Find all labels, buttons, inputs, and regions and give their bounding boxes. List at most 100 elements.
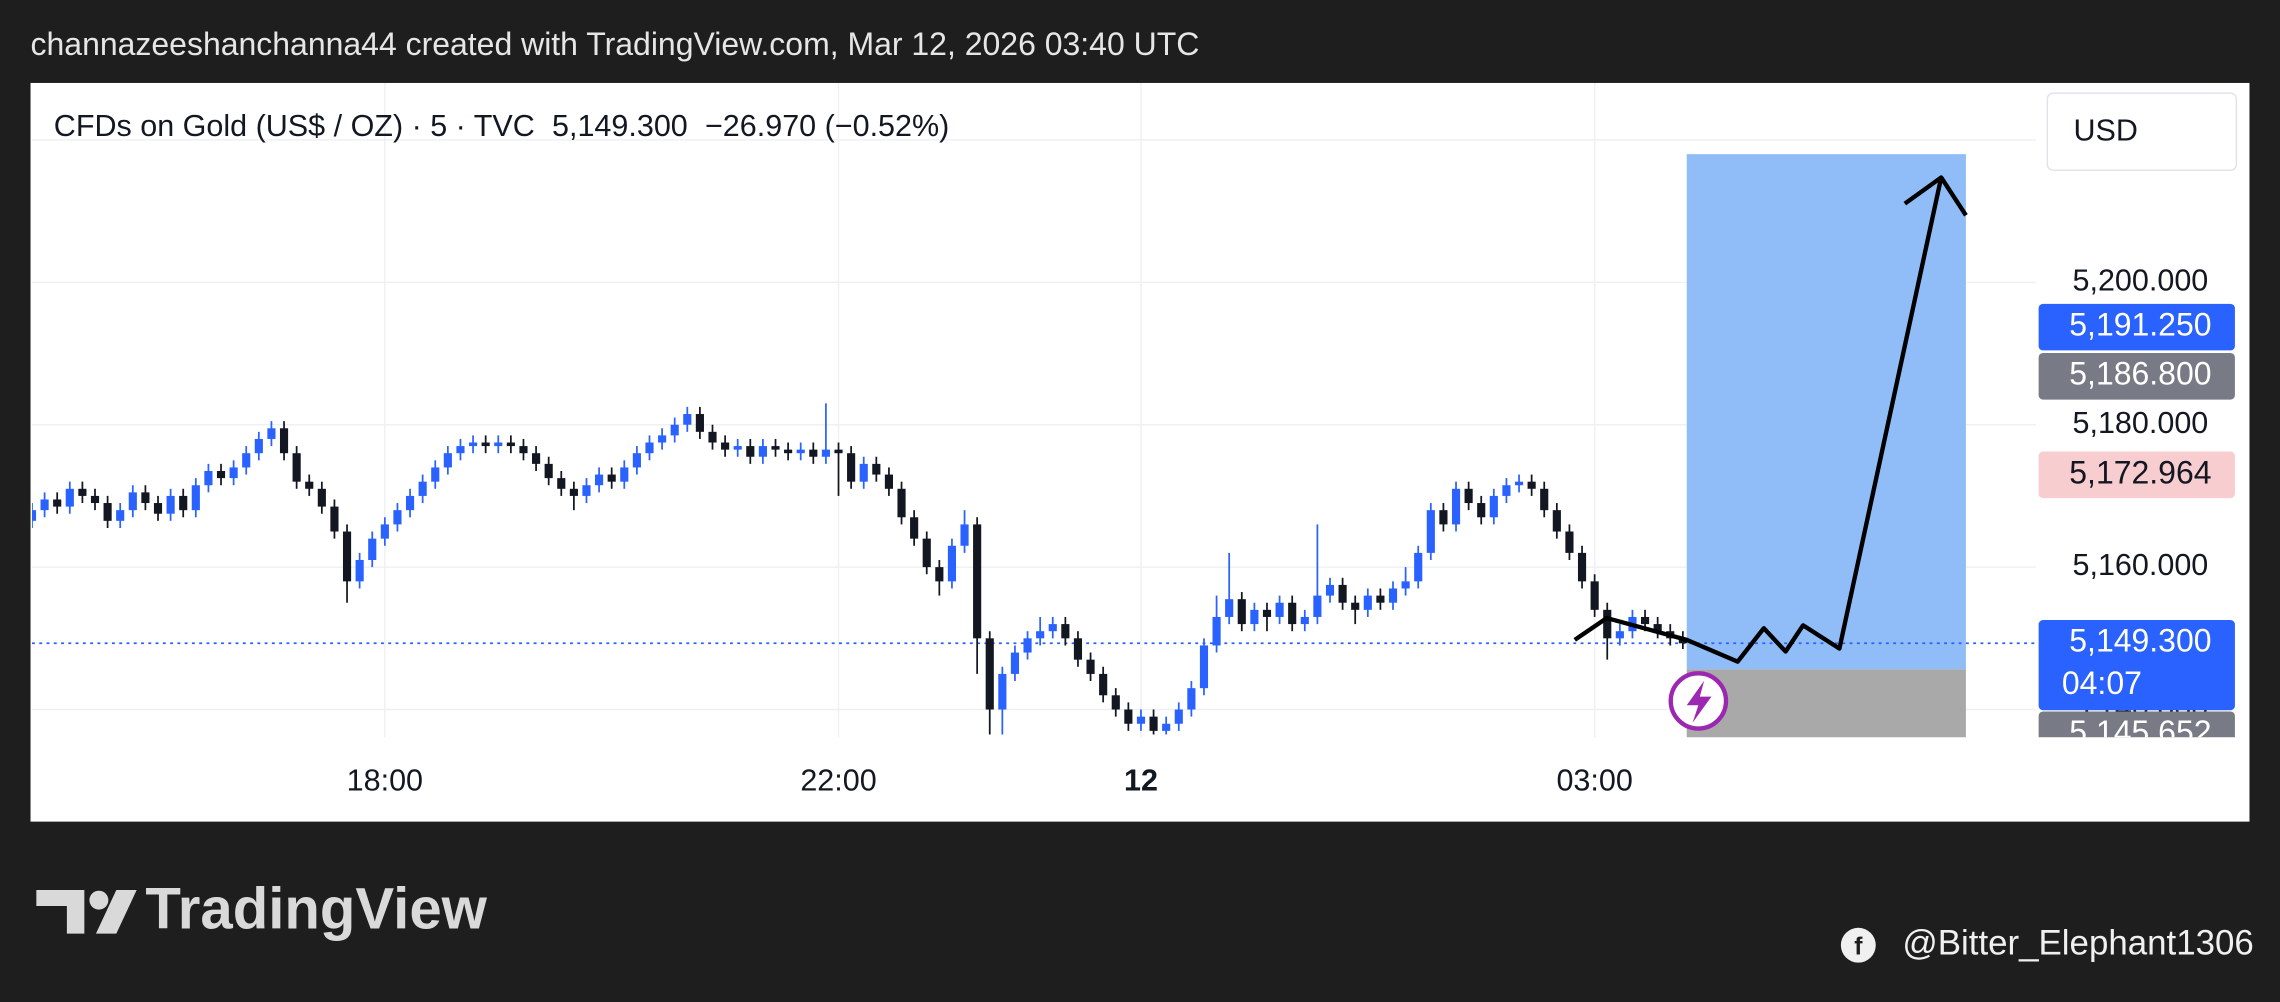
candle-body	[53, 499, 62, 507]
candle-body	[947, 545, 957, 582]
candle-body	[1010, 652, 1020, 674]
fb-icon	[1840, 927, 1876, 963]
candle-body	[973, 524, 982, 639]
candle-body	[1590, 581, 1599, 610]
candle-body	[317, 488, 326, 507]
candle-body	[1099, 673, 1108, 696]
candle-body	[721, 442, 730, 450]
candle-body	[1439, 510, 1448, 525]
countdown: 04:07	[2062, 665, 2142, 701]
header-text: channazeeshanchanna44 created with Tradi…	[31, 26, 1200, 62]
candle-body	[1426, 510, 1435, 553]
price-label: 5,191.250	[2069, 307, 2211, 343]
currency-button[interactable]: USD	[2046, 92, 2238, 171]
currency: USD	[2074, 113, 2138, 147]
candle-body	[1300, 616, 1309, 625]
candle-body	[1187, 688, 1196, 710]
candle-body	[1615, 631, 1624, 639]
candle-body	[380, 524, 389, 539]
candle-body	[1552, 510, 1561, 532]
candle-body	[31, 510, 37, 521]
candle-body	[897, 488, 906, 518]
candle-body	[960, 524, 969, 546]
candle-body	[758, 446, 767, 457]
candle-body	[292, 453, 301, 482]
candle-body	[1363, 595, 1372, 610]
price-change: −26.970 (−0.52%)	[705, 109, 949, 143]
alert-icon[interactable]	[1668, 671, 1729, 731]
fb-glyph: f	[1854, 934, 1863, 961]
candle-body	[166, 495, 175, 514]
candle-body	[90, 495, 100, 504]
candle-body	[569, 488, 578, 496]
candle-body	[1199, 645, 1209, 689]
candle-body	[368, 538, 377, 560]
candle-body	[1540, 488, 1549, 511]
target-zone	[1686, 154, 1966, 670]
candle-body	[1376, 595, 1385, 603]
candle-body	[204, 470, 213, 486]
candle-body	[342, 531, 352, 582]
candle-body	[242, 453, 251, 468]
candle-body	[532, 453, 541, 464]
symbol: CFDs on Gold (US$ / OZ) · 5 · TVC	[54, 109, 535, 143]
candle-body	[1451, 488, 1461, 525]
brand-logo: TradingView	[36, 877, 488, 942]
y-tick-label: 5,160.000	[2073, 548, 2209, 582]
candle-body	[1275, 602, 1284, 617]
candle-body	[746, 446, 755, 457]
candle-body	[557, 478, 566, 489]
candle-body	[935, 567, 944, 582]
candle-body	[229, 467, 238, 479]
candle-body	[1338, 584, 1347, 603]
candle-body	[695, 414, 704, 432]
candle-body	[1212, 616, 1221, 646]
candle-body	[1325, 584, 1335, 596]
candle-body	[658, 435, 667, 443]
y-tick-label: 5,180.000	[2073, 406, 2209, 440]
candle-body	[1036, 631, 1045, 639]
candle-body	[1023, 638, 1032, 653]
candle-body	[431, 467, 440, 482]
alert-bolt	[1686, 680, 1712, 723]
candle-body	[1401, 581, 1410, 589]
candle-body	[1640, 616, 1650, 625]
plot-area	[31, 154, 2036, 738]
candle-body	[103, 503, 112, 521]
candle-body	[393, 510, 402, 525]
candle-body	[1250, 609, 1259, 625]
legend: CFDs on Gold (US$ / OZ) · 5 · TVC 5,149.…	[54, 109, 949, 143]
candle-body	[1288, 602, 1297, 625]
last-price: 5,149.300	[552, 109, 688, 143]
y-tick-label: 5,200.000	[2073, 263, 2209, 297]
candle-body	[1502, 485, 1511, 496]
candle-body	[305, 481, 314, 489]
candle-body	[1313, 595, 1322, 617]
candle-body	[481, 442, 490, 447]
candle-body	[128, 492, 137, 511]
candle-body	[708, 431, 717, 443]
candle-body	[1262, 609, 1272, 617]
handle: @Bitter_Elephant1306	[1902, 923, 2253, 962]
candle-body	[683, 414, 692, 425]
candle-body	[796, 449, 805, 454]
candle-body	[443, 453, 452, 468]
candle-body	[834, 449, 843, 454]
candle-body	[1149, 716, 1158, 731]
candle-body	[620, 467, 629, 482]
candle-body	[418, 481, 427, 496]
currency-box	[2046, 92, 2238, 171]
candle-body	[884, 474, 893, 489]
candle-body	[355, 559, 364, 582]
candle-body	[670, 424, 679, 436]
projection-arrowhead	[1903, 175, 1968, 217]
candle-body	[279, 428, 289, 454]
candle-body	[1061, 624, 1070, 639]
candle-body	[998, 673, 1007, 710]
price-label: 5,186.800	[2069, 356, 2211, 392]
candle-body	[78, 488, 87, 496]
stop-zone	[1686, 669, 1966, 738]
candle-body	[519, 446, 528, 454]
